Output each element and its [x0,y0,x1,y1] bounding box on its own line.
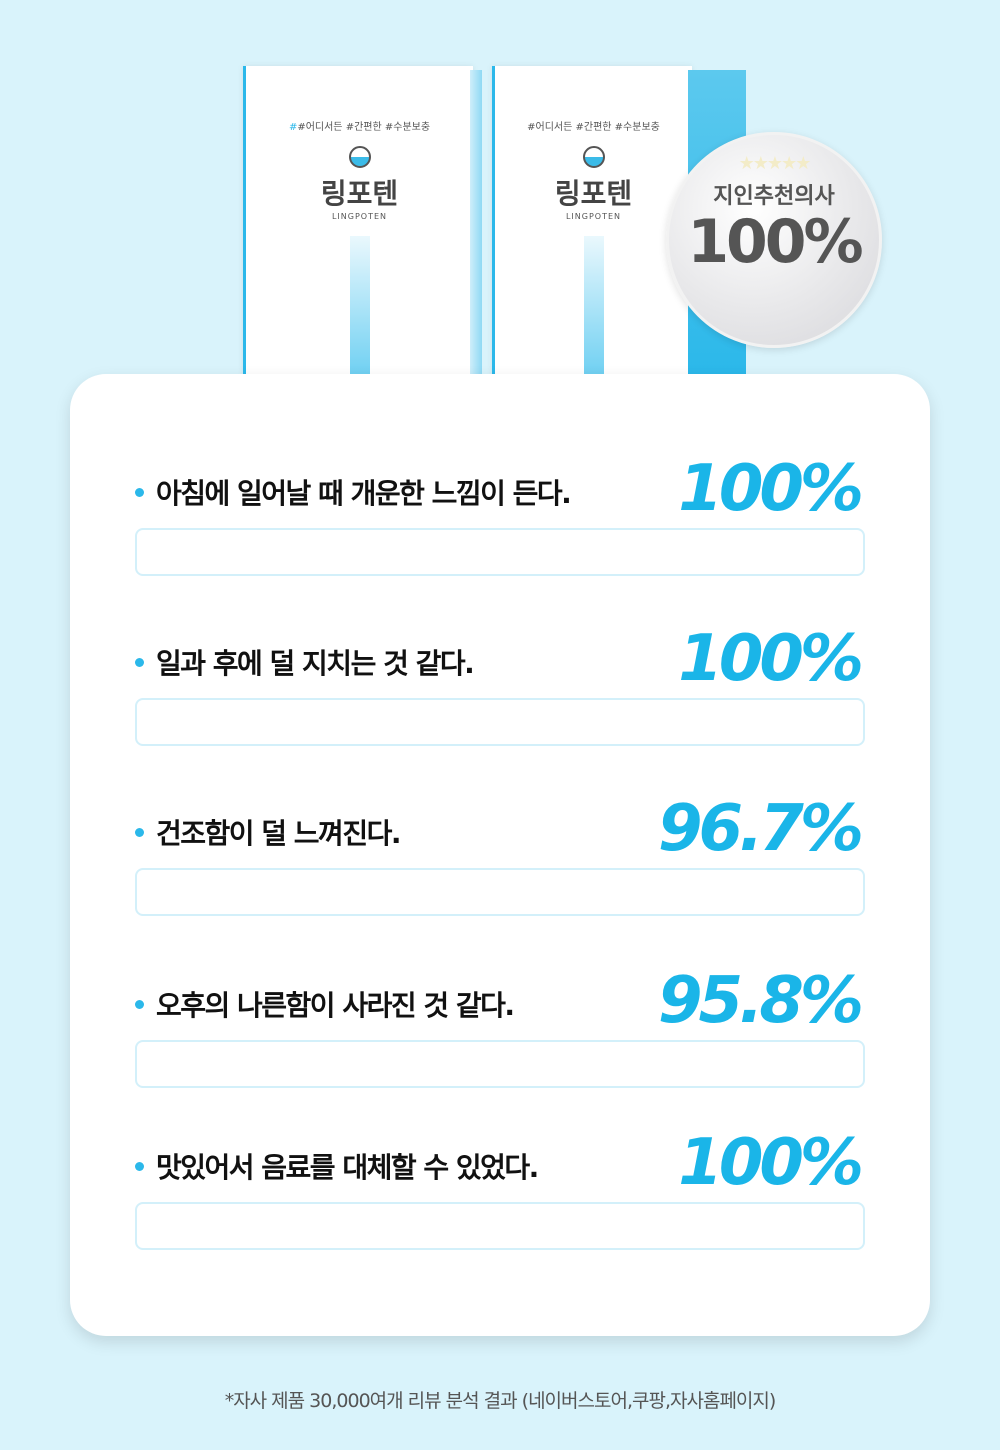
survey-question: 아침에 일어날 때 개운한 느낌이 든다. [135,472,572,512]
bullet-icon [135,657,144,667]
progress-bar [135,1040,865,1088]
product-box-side [470,70,482,376]
product-box-left: ##어디서든 #간편한 #수분보충 링포텐 LINGPOTEN [243,66,473,376]
survey-question: 일과 후에 덜 지치는 것 같다. [135,642,475,682]
bullet-icon [135,999,144,1009]
survey-question: 맛있어서 음료를 대체할 수 있었다. [135,1146,539,1186]
survey-percent: 100% [678,1126,864,1200]
progress-bar [135,528,865,576]
product-box-right: #어디서든 #간편한 #수분보충 링포텐 LINGPOTEN [492,66,692,376]
progress-bar [135,698,865,746]
question-text: 아침에 일어날 때 개운한 느낌이 든다. [156,477,572,510]
product-tags: ##어디서든 #간편한 #수분보충 [288,122,431,133]
brand-name: 링포텐 [320,177,399,210]
recommendation-badge: ★★★★★ 지인추천의사 100% [666,132,882,348]
bullet-icon [135,1161,144,1171]
survey-question: 건조함이 덜 느껴진다. [135,812,401,852]
question-text: 맛있어서 음료를 대체할 수 있었다. [156,1151,539,1184]
survey-question: 오후의 나른함이 사라진 것 같다. [135,984,515,1024]
question-text: 건조함이 덜 느껴진다. [156,817,401,850]
progress-bar [135,868,865,916]
box-stripe [349,236,370,376]
survey-percent: 95.8% [657,964,864,1038]
badge-value: 100% [687,207,863,277]
question-text: 일과 후에 덜 지치는 것 같다. [156,647,475,680]
product-tags: #어디서든 #간편한 #수분보충 [527,122,660,133]
brand-name-en: LINGPOTEN [565,212,622,221]
progress-bar [135,1202,865,1250]
survey-percent: 100% [678,452,864,526]
box-stripe [583,236,604,376]
survey-percent: 100% [678,622,864,696]
flask-icon [582,146,605,168]
survey-percent: 96.7% [657,792,864,866]
badge-title: 지인추천의사 [713,184,835,209]
question-text: 오후의 나른함이 사라진 것 같다. [156,989,515,1022]
brand-name: 링포텐 [554,177,633,210]
bullet-icon [135,487,144,497]
flask-icon [348,146,371,168]
survey-card: 아침에 일어날 때 개운한 느낌이 든다. 100% 일과 후에 덜 지치는 것… [70,374,930,1336]
footnote: *자사 제품 30,000여개 리뷰 분석 결과 (네이버스토어,쿠팡,자사홈페… [224,1390,777,1412]
stars-icon: ★★★★★ [738,153,812,174]
bullet-icon [135,827,144,837]
brand-name-en: LINGPOTEN [331,212,388,221]
